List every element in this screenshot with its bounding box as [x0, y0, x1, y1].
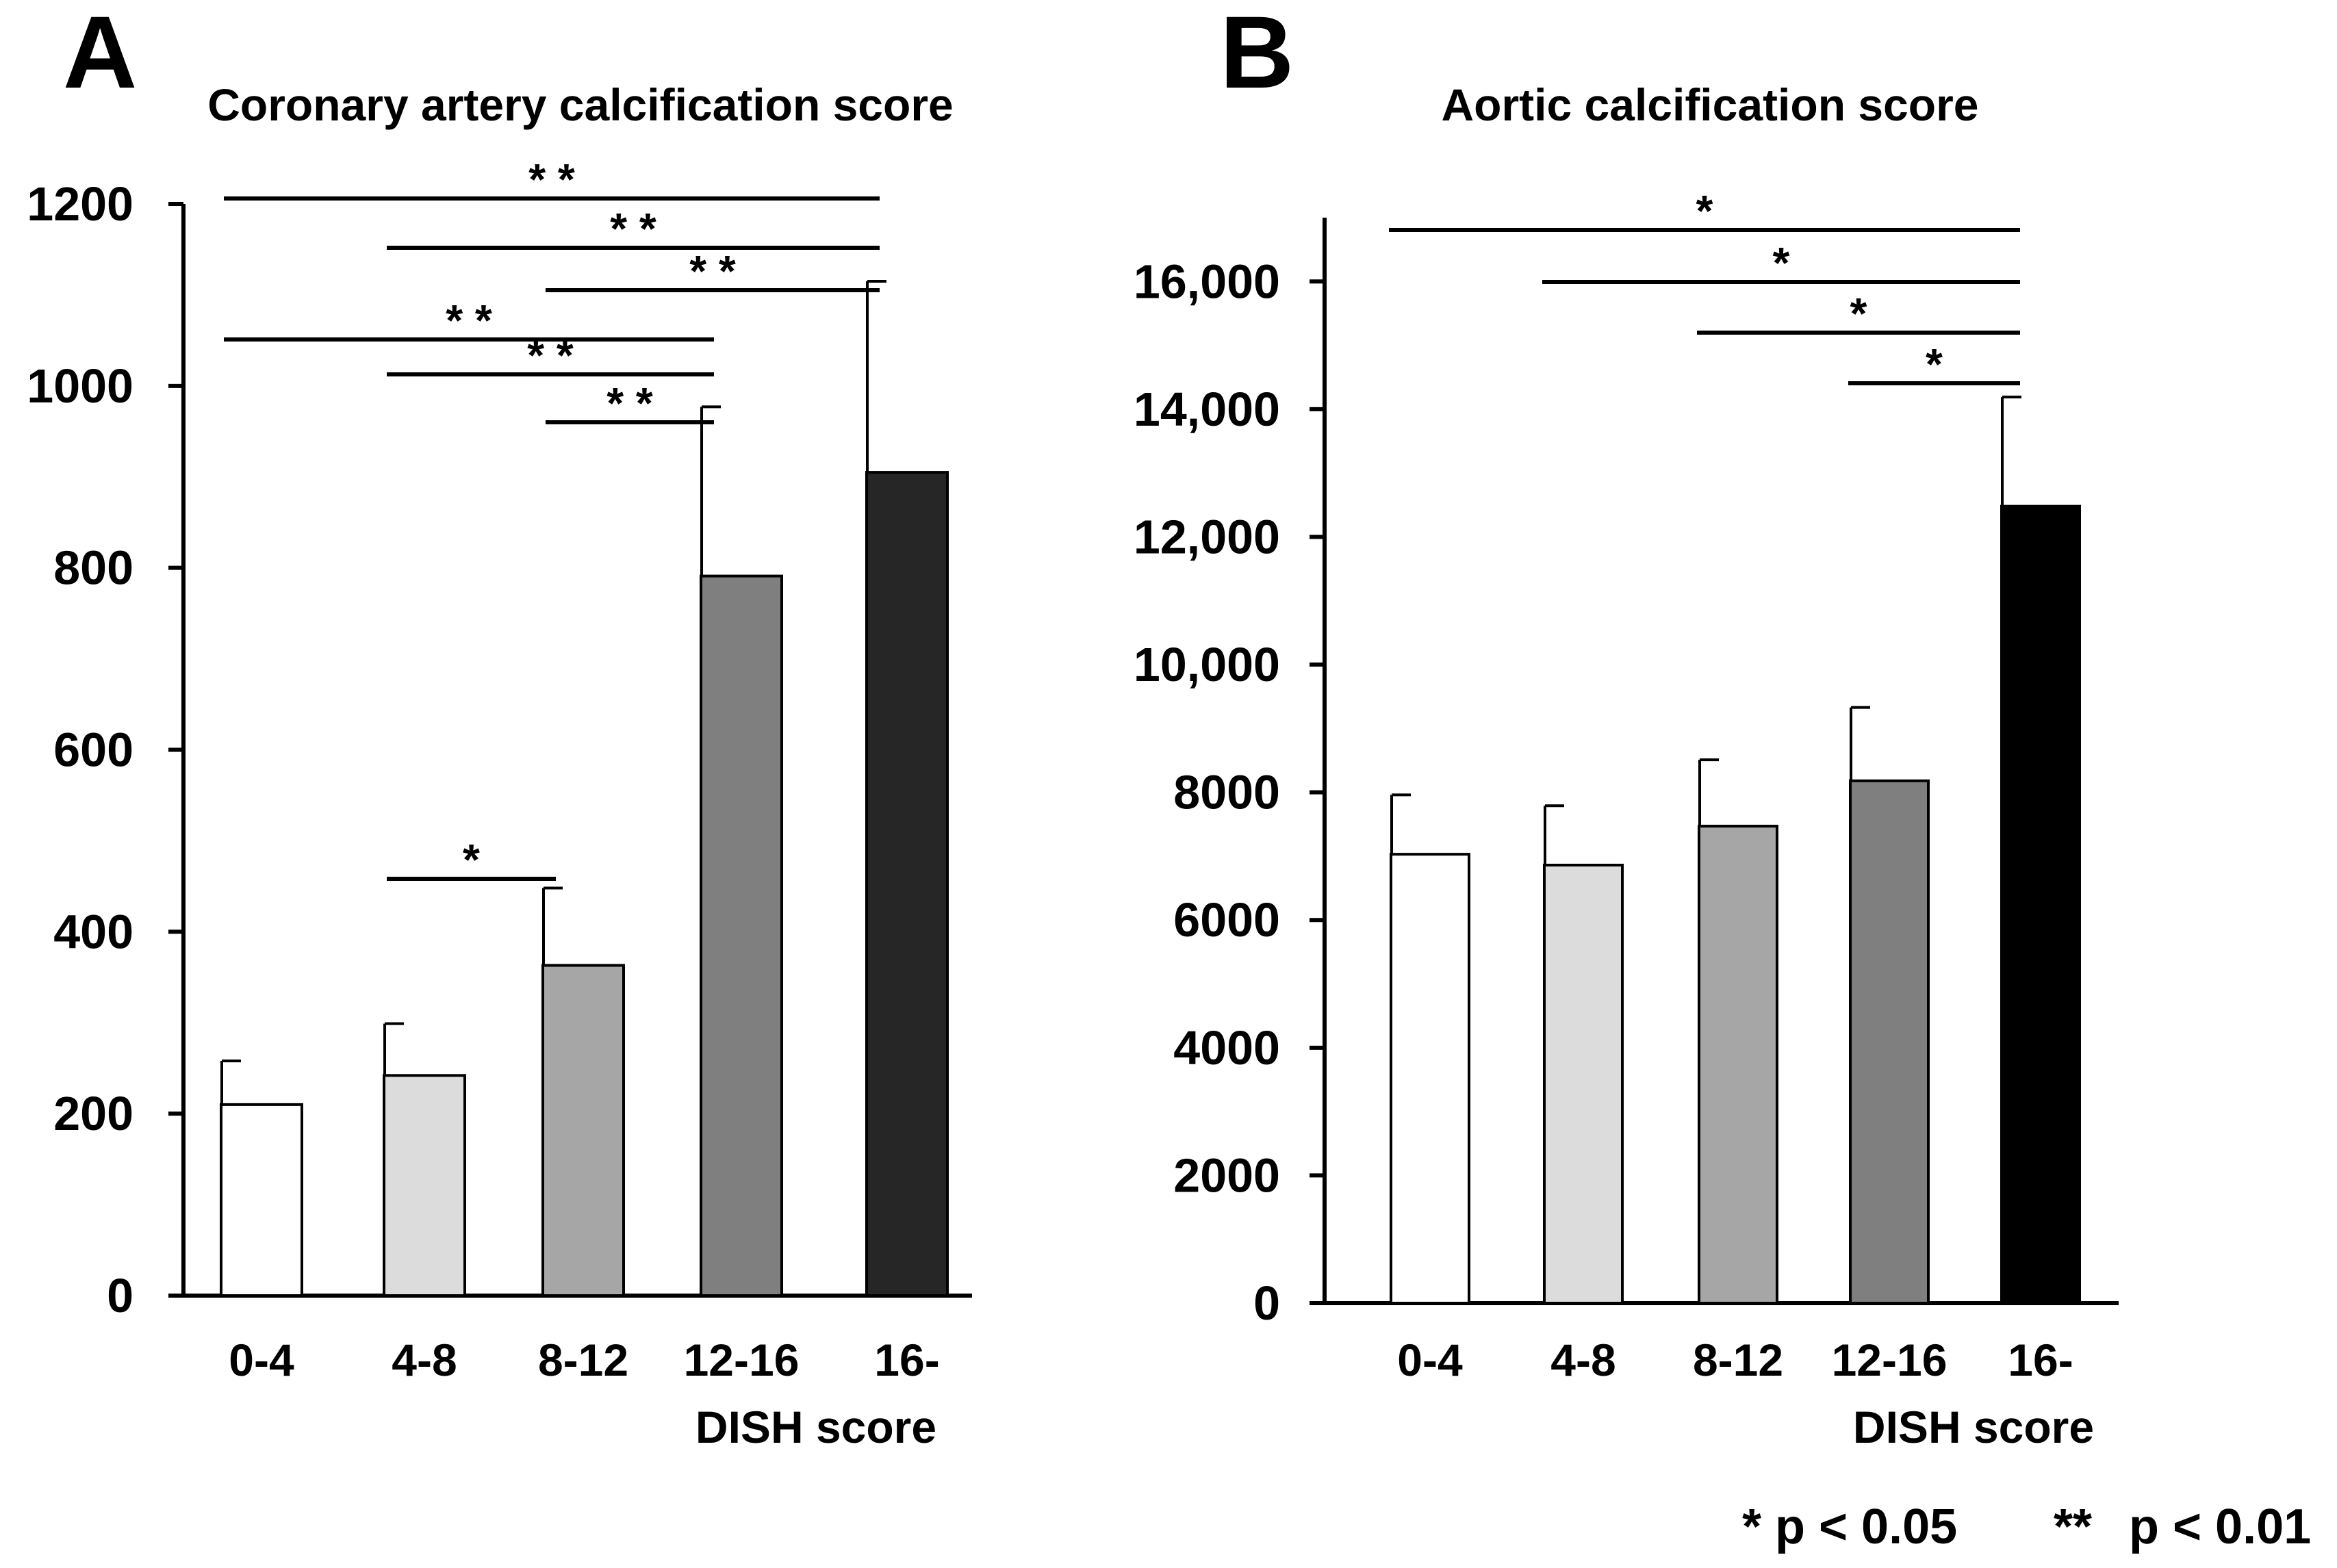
category-label: 8-12: [1693, 1335, 1783, 1385]
significance-stars: * *: [446, 296, 492, 345]
category-label: 16-: [2008, 1335, 2073, 1385]
y-tick-label: 600: [53, 723, 133, 777]
panel-a: A Coronary artery calcification score 0 2…: [27, 0, 972, 1452]
significance-legend: * p < 0.05 ** p < 0.01: [1742, 1500, 2311, 1554]
bar: [1698, 825, 1778, 1304]
bar: [1390, 853, 1470, 1304]
category-label: 0-4: [229, 1335, 294, 1385]
legend-p01-stars: **: [2054, 1500, 2092, 1554]
bar: [541, 964, 625, 1297]
bar: [1849, 779, 1930, 1304]
legend-p01: p < 0.01: [2129, 1500, 2311, 1554]
category-label: 0-4: [1397, 1335, 1463, 1385]
bar: [700, 574, 783, 1297]
y-tick-label: 200: [53, 1087, 133, 1140]
y-tick-label: 4000: [1173, 1021, 1280, 1075]
x-axis-label-b: DISH score: [1853, 1402, 2094, 1452]
bar: [865, 471, 949, 1298]
bar: [2000, 504, 2081, 1304]
category-label: 4-8: [392, 1335, 457, 1385]
category-label: 4-8: [1550, 1335, 1616, 1385]
y-tick-label: 14,000: [1134, 383, 1280, 436]
bar: [383, 1074, 466, 1297]
panel-label-a: A: [63, 0, 137, 110]
y-tick-label: 1000: [27, 359, 133, 413]
significance-stars: * *: [610, 204, 656, 253]
bar: [1543, 864, 1624, 1304]
category-label: 12-16: [684, 1335, 800, 1385]
bar: [220, 1103, 303, 1297]
significance-stars: *: [1926, 339, 1943, 389]
significance-stars: * *: [606, 378, 653, 428]
significance-stars: *: [463, 835, 480, 884]
y-tick-label: 0: [1253, 1276, 1280, 1330]
y-tick-label: 800: [53, 541, 133, 595]
significance-stars: * *: [689, 246, 736, 296]
chart-title-b: Aortic calcification score: [1442, 79, 1979, 130]
y-tick-label: 2000: [1173, 1148, 1280, 1202]
x-axis-label-a: DISH score: [695, 1402, 936, 1452]
panel-b: B Aortic calcification score 0 2000 4000 60…: [1134, 0, 2119, 1452]
category-label: 16-: [874, 1335, 939, 1385]
legend-p05: * p < 0.05: [1742, 1500, 1957, 1554]
panel-label-b: B: [1220, 0, 1294, 110]
y-tick-label: 16,000: [1134, 255, 1280, 308]
significance-stars: * *: [528, 155, 575, 204]
significance-stars: *: [1773, 238, 1790, 287]
y-tick-label: 0: [107, 1269, 133, 1322]
y-tick-label: 6000: [1173, 893, 1280, 947]
significance-stars: *: [1696, 186, 1713, 235]
y-tick-label: 1200: [27, 177, 133, 231]
y-tick-label: 8000: [1173, 766, 1280, 819]
chart-a-marks: 0 200 400 600 800 1000 1200 0-4 4-8 8-12 12-16 16- *…: [27, 155, 972, 1385]
significance-stars: *: [1850, 289, 1867, 338]
significance-stars: * *: [527, 331, 574, 380]
category-label: 8-12: [538, 1335, 628, 1385]
y-tick-label: 12,000: [1134, 510, 1280, 563]
chart-b-marks: 0 2000 4000 6000 8000 10,000 12,000 14,000 16,00…: [1134, 186, 2119, 1385]
y-tick-label: 400: [53, 905, 133, 958]
category-label: 12-16: [1832, 1335, 1948, 1385]
chart-title-a: Coronary artery calcification score: [207, 79, 953, 130]
y-tick-label: 10,000: [1134, 638, 1280, 691]
